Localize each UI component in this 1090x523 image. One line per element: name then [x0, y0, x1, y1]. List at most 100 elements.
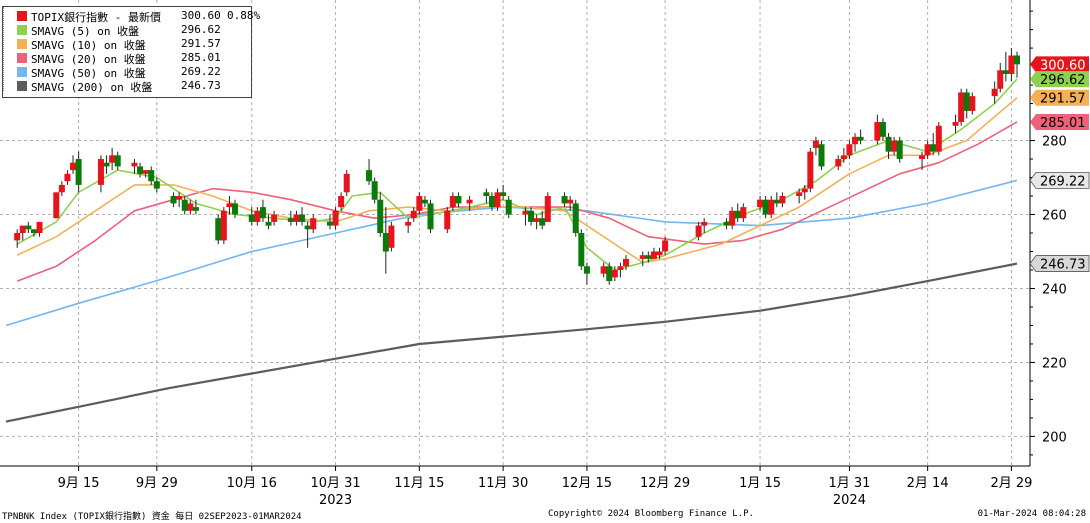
candle — [617, 262, 624, 278]
candle — [505, 196, 512, 219]
candle-body — [807, 151, 814, 189]
candle-body — [75, 159, 82, 185]
candle-body — [427, 203, 434, 230]
candle — [427, 199, 434, 233]
candle-body — [796, 192, 803, 197]
last-value-tag: 246.73 — [1029, 255, 1090, 273]
legend-row-price[interactable]: TOPIX銀行指數 - 最新價 300.60 0.88% — [7, 9, 260, 24]
candle — [226, 196, 233, 215]
last-value-tag: 269.22 — [1029, 172, 1090, 189]
candle — [75, 151, 82, 193]
candle — [148, 166, 155, 185]
candle — [332, 207, 339, 230]
legend-name-sma200: SMAVG (200) on 收盤 — [31, 81, 153, 94]
candle-body — [14, 233, 21, 241]
candle — [891, 136, 898, 156]
legend-row-sma10[interactable]: SMAVG (10) on 收盤 291.57 — [7, 37, 251, 52]
legend-row-sma50[interactable]: SMAVG (50) on 收盤 269.22 — [7, 65, 251, 80]
candle-body — [343, 173, 350, 193]
last-value-tag-label: 296.62 — [1040, 73, 1086, 88]
candle — [796, 188, 803, 204]
candle-body — [997, 70, 1004, 89]
candle-body — [757, 199, 764, 208]
legend-name-sma20: SMAVG (20) on 收盤 — [31, 53, 146, 66]
last-value-tag-bg — [1029, 255, 1090, 272]
x-tick-label: 12月 15 — [562, 476, 612, 491]
x-tick-label: 1月 31 — [828, 476, 870, 491]
candle-body — [1014, 55, 1020, 65]
candle-body — [109, 155, 116, 163]
legend-swatch-sma50 — [17, 67, 27, 77]
candle — [606, 262, 613, 285]
candle — [544, 192, 551, 222]
last-value-tag-bg — [1030, 114, 1089, 131]
legend-name-price: TOPIX銀行指數 - 最新價 — [31, 11, 161, 24]
candle-body — [271, 214, 278, 222]
candle — [874, 114, 881, 145]
candle-body — [1008, 55, 1015, 74]
candle — [232, 199, 239, 219]
candle-body — [539, 218, 546, 226]
candle — [935, 122, 942, 156]
candle-body — [600, 266, 607, 274]
y-tick-label: 280 — [1042, 135, 1067, 150]
candle-body — [583, 266, 590, 274]
x-tick-label: 9月 29 — [136, 476, 178, 491]
candle-body — [176, 196, 183, 200]
candle-body — [97, 159, 104, 185]
candle-body — [421, 199, 428, 204]
candle-body — [137, 166, 144, 174]
candle-body — [891, 140, 898, 152]
candle — [734, 203, 741, 222]
candle-body — [483, 192, 490, 197]
last-value-tag: 285.01 — [1030, 114, 1089, 131]
candle-body — [53, 192, 60, 219]
candle — [382, 207, 389, 274]
candle-body — [840, 155, 847, 160]
x-tick-label: 10月 16 — [227, 476, 277, 491]
candle — [310, 214, 317, 233]
candle-body — [812, 140, 819, 148]
candle-body — [919, 155, 926, 160]
candle — [600, 262, 607, 278]
legend-name-sma5: SMAVG (5) on 收盤 — [31, 25, 140, 38]
candle-body — [874, 122, 881, 141]
footer-source: TPNBNK Index (TOPIX銀行指數) 資金 每日 02SEP2023… — [2, 512, 302, 522]
y-tick-label: 260 — [1042, 209, 1067, 224]
candle-body — [723, 221, 730, 226]
legend-row-sma200[interactable]: SMAVG (200) on 收盤 246.73 — [7, 79, 251, 94]
candle-body — [70, 162, 77, 171]
candle — [366, 159, 373, 185]
candle — [215, 214, 222, 245]
candle — [181, 196, 188, 215]
candle — [326, 214, 333, 230]
candle-body — [617, 266, 624, 270]
legend-value-sma20: 285.01 — [181, 51, 221, 64]
last-value-tag: 300.60 — [1030, 56, 1089, 73]
candle — [25, 221, 32, 233]
candle — [494, 188, 501, 211]
candle-body — [488, 196, 495, 208]
candle — [857, 129, 864, 145]
last-value-tag-label: 269.22 — [1040, 174, 1086, 189]
chart-legend: TOPIX銀行指數 - 最新價 300.60 0.88% SMAVG (5) o… — [2, 6, 260, 98]
legend-row-sma20[interactable]: SMAVG (20) on 收盤 285.01 — [7, 51, 251, 66]
candle — [109, 147, 116, 171]
legend-change-price: 0.88% — [227, 9, 261, 22]
legend-swatch-sma200 — [17, 81, 27, 91]
candle-body — [533, 218, 540, 222]
legend-row-sma5[interactable]: SMAVG (5) on 收盤 296.62 — [7, 23, 251, 38]
candle-body — [762, 199, 769, 215]
candle — [14, 229, 21, 248]
last-value-tag-bg — [1030, 56, 1089, 73]
legend-value-sma5: 296.62 — [181, 23, 221, 36]
candle — [567, 196, 574, 211]
candle-body — [500, 192, 507, 197]
candle-body — [930, 144, 937, 152]
legend-value-sma50: 269.22 — [181, 65, 221, 78]
series-line-smavg-200- — [5, 262, 1018, 423]
candle-body — [304, 225, 311, 230]
candle — [930, 133, 937, 156]
candle-body — [371, 181, 378, 200]
